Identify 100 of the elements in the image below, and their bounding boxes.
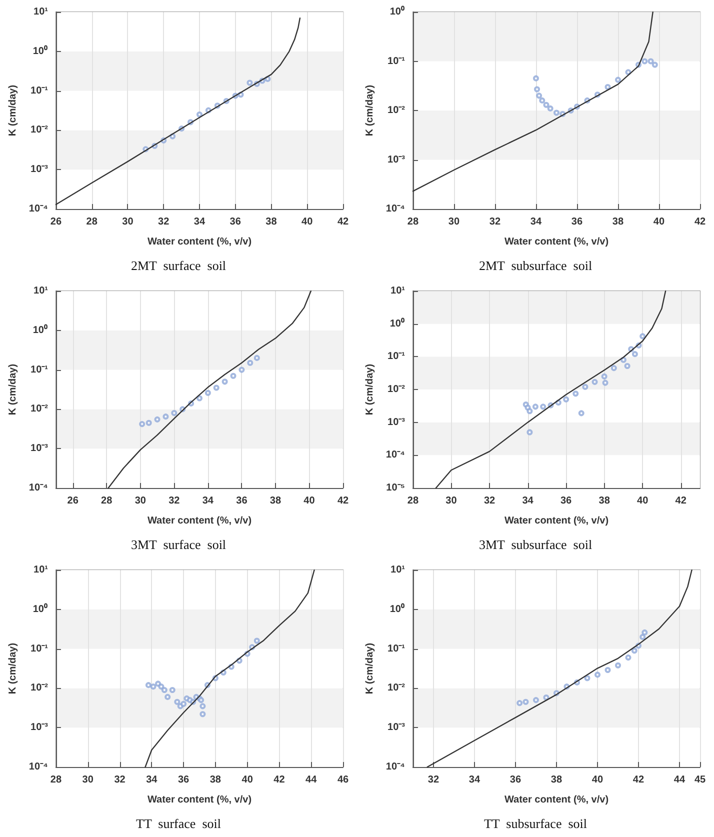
y-tick-label: 10⁻² — [30, 404, 49, 415]
text: TT subsurface soil — [484, 816, 588, 831]
y-tick-label: 10⁻¹ — [30, 364, 49, 376]
x-tick-label: 28 — [86, 216, 98, 228]
x-axis-title: Water content (%, v/v) — [504, 794, 609, 806]
x-tick-label: 36 — [571, 216, 583, 228]
x-tick-label: 26 — [67, 496, 79, 506]
y-tick-label: 10¹ — [34, 564, 49, 576]
x-tick-label: 32 — [489, 216, 501, 228]
y-tick-label: 10¹ — [34, 6, 49, 18]
x-tick-label: 34 — [194, 216, 206, 228]
y-tick-label: 10¹ — [390, 286, 406, 296]
y-tick-label: 10⁻¹ — [388, 56, 406, 67]
x-tick-label: 34 — [202, 496, 214, 506]
x-tick-label: 40 — [302, 216, 314, 228]
y-axis-title: K (cm/day) — [8, 84, 18, 136]
y-tick-label: 10⁻² — [388, 384, 406, 395]
y-tick-label: 10⁻⁴ — [28, 762, 48, 772]
x-tick-label: 38 — [550, 774, 562, 786]
y-tick-label: 10⁻⁴ — [28, 482, 48, 494]
y-tick-label: 10⁻⁴ — [386, 762, 406, 772]
y-tick-label: 10⁻³ — [30, 722, 49, 734]
x-tick-label: 40 — [653, 216, 665, 228]
y-tick-label: 10⁻³ — [30, 443, 49, 454]
y-tick-label: 10⁻² — [30, 124, 49, 136]
x-axis-title: Water content (%, v/v) — [504, 236, 609, 248]
text: TT surface soil — [136, 816, 222, 831]
x-tick-label: 38 — [266, 216, 278, 228]
y-tick-label: 10⁻⁴ — [386, 204, 406, 214]
x-tick-label: 30 — [122, 216, 134, 228]
x-tick-label: 30 — [134, 496, 146, 506]
x-tick-label: 34 — [146, 774, 158, 786]
x-tick-label: 42 — [675, 496, 687, 506]
y-tick-label: 10⁰ — [390, 6, 405, 18]
x-tick-label: 26 — [50, 216, 62, 228]
y-tick-label: 10⁻¹ — [30, 85, 49, 96]
y-tick-label: 10⁰ — [32, 44, 48, 57]
y-tick-label: 10⁻¹ — [388, 351, 406, 362]
x-tick-label: 38 — [210, 774, 222, 786]
y-tick-label: 10⁻¹ — [388, 643, 406, 654]
y-tick-label: 10⁰ — [390, 602, 405, 615]
x-tick-label: 38 — [612, 216, 624, 228]
y-tick-label: 10⁰ — [32, 602, 48, 615]
x-tick-label: 34 — [530, 216, 542, 228]
x-tick-label: 36 — [230, 216, 242, 228]
y-tick-label: 10⁻³ — [388, 416, 406, 428]
y-tick-label: 10⁻³ — [388, 154, 406, 166]
x-tick-label: 36 — [510, 774, 522, 786]
x-tick-label: 34 — [522, 496, 534, 506]
y-axis-title: K (cm/day) — [8, 364, 18, 416]
x-tick-label: 42 — [694, 216, 706, 228]
y-axis-title: K (cm/day) — [364, 364, 376, 416]
x-tick-label: 44 — [674, 774, 686, 786]
x-tick-label: 40 — [592, 774, 604, 786]
x-tick-label: 32 — [158, 216, 170, 228]
x-tick-label: 36 — [560, 496, 572, 506]
y-tick-label: 10⁻³ — [30, 164, 49, 176]
x-axis-title: Water content (%, v/v) — [504, 516, 609, 526]
x-tick-label: 28 — [407, 496, 419, 506]
y-tick-label: 10⁰ — [390, 317, 405, 330]
x-tick-label: 32 — [484, 496, 496, 506]
x-tick-label: 36 — [236, 496, 248, 506]
x-tick-label: 42 — [274, 774, 286, 786]
text: 3MT subsurface soil — [478, 537, 592, 552]
x-tick-label: 32 — [114, 774, 126, 786]
x-tick-label: 30 — [82, 774, 94, 786]
x-tick-label: 42 — [337, 496, 349, 506]
x-tick-label: 42 — [632, 774, 644, 786]
x-tick-label: 30 — [448, 216, 460, 228]
x-axis-title: Water content (%, v/v) — [147, 236, 252, 248]
x-tick-label: 40 — [304, 496, 316, 506]
y-tick-label: 10⁻⁴ — [386, 450, 406, 461]
y-tick-label: 10⁻¹ — [30, 643, 49, 654]
x-tick-label: 44 — [306, 774, 318, 786]
y-tick-label: 10¹ — [390, 564, 406, 576]
x-tick-label: 38 — [598, 496, 610, 506]
y-axis-title: K (cm/day) — [364, 84, 376, 136]
y-tick-label: 10¹ — [34, 286, 49, 296]
y-axis-title: K (cm/day) — [8, 642, 18, 694]
x-tick-label: 46 — [337, 774, 349, 786]
x-tick-label: 32 — [428, 774, 440, 786]
x-axis-title: Water content (%, v/v) — [147, 794, 252, 806]
y-tick-label: 10⁻³ — [388, 722, 406, 734]
x-tick-label: 36 — [178, 774, 190, 786]
x-tick-label: 32 — [168, 496, 180, 506]
x-tick-label: 28 — [407, 216, 419, 228]
text: 2MT surface soil — [130, 258, 226, 273]
x-tick-label: 28 — [101, 496, 113, 506]
x-tick-label: 42 — [337, 216, 349, 228]
x-tick-label: 34 — [468, 774, 480, 786]
y-tick-label: 10⁻⁵ — [386, 482, 406, 494]
y-tick-label: 10⁻² — [388, 105, 406, 116]
x-tick-label: 40 — [242, 774, 254, 786]
text: 2MT subsurface soil — [478, 258, 592, 273]
x-tick-label: 38 — [270, 496, 282, 506]
x-tick-label: 45 — [694, 774, 706, 786]
y-tick-label: 10⁻² — [30, 682, 49, 694]
y-axis-title: K (cm/day) — [364, 642, 376, 694]
x-axis-title: Water content (%, v/v) — [147, 516, 252, 526]
x-tick-label: 30 — [446, 496, 458, 506]
